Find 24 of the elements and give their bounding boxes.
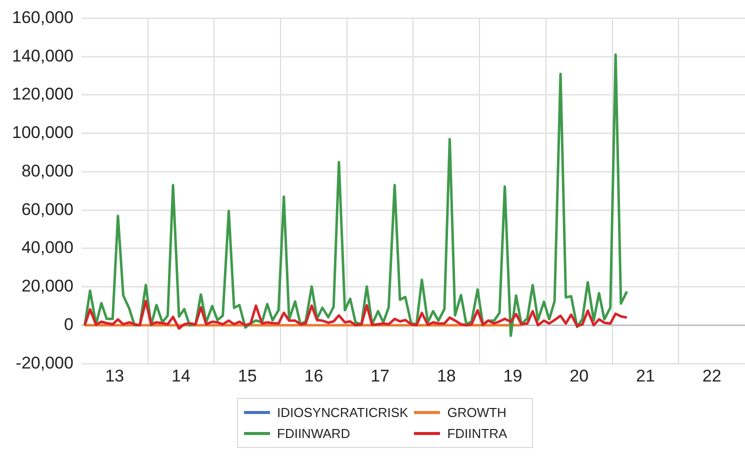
- x-tick-label: 18: [436, 366, 456, 386]
- x-tick-label: 15: [238, 366, 257, 386]
- y-tick-label: 100,000: [12, 123, 74, 142]
- x-tick-label: 20: [570, 366, 589, 386]
- y-tick-label: 160,000: [12, 8, 74, 27]
- x-tick-label: 14: [172, 366, 190, 386]
- x-tick-label: 13: [105, 366, 124, 386]
- y-tick-label: 40,000: [21, 238, 74, 258]
- x-tick-label: 19: [503, 366, 522, 386]
- legend-label: FDIINWARD: [277, 426, 350, 441]
- x-tick-label: 22: [702, 366, 722, 386]
- legend-label: GROWTH: [447, 405, 506, 420]
- y-tick-label: -20,000: [16, 353, 74, 372]
- y-tick-label: 20,000: [21, 276, 74, 296]
- y-tick-label: 0: [64, 314, 74, 334]
- legend-label: FDIINTRA: [447, 426, 508, 441]
- x-tick-label: 16: [304, 366, 324, 386]
- legend-label: IDIOSYNCRATICRISK: [277, 405, 408, 420]
- y-tick-label: 60,000: [21, 200, 74, 219]
- x-tick-label: 21: [636, 366, 655, 386]
- y-tick-label: 120,000: [12, 84, 74, 104]
- y-tick-label: 80,000: [21, 161, 74, 180]
- x-tick-label: 17: [370, 366, 390, 386]
- y-tick-label: 140,000: [12, 46, 74, 66]
